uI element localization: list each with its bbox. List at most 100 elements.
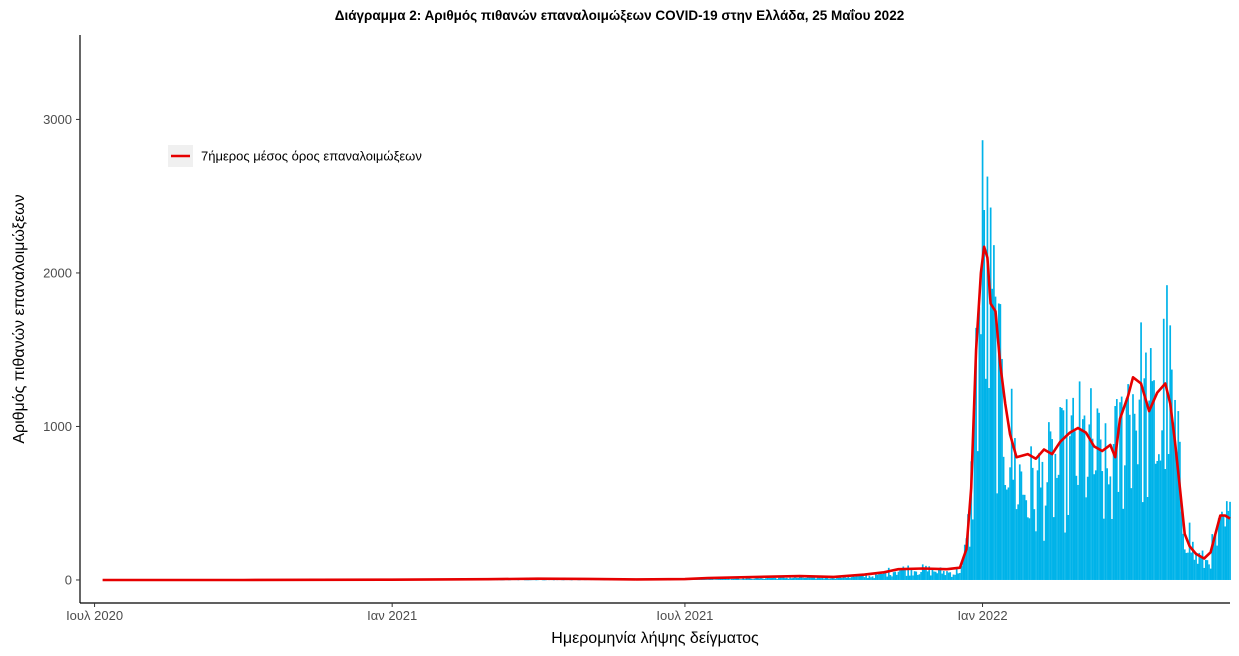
daily-bar: [902, 566, 905, 580]
daily-bar: [894, 571, 897, 580]
daily-bar: [1203, 567, 1206, 580]
daily-bar: [1169, 325, 1172, 580]
daily-bar: [1083, 415, 1086, 580]
daily-bar: [1027, 517, 1029, 580]
daily-bar: [1216, 545, 1218, 580]
daily-bar: [727, 578, 730, 580]
daily-bar: [756, 577, 759, 580]
daily-bar: [1154, 463, 1157, 580]
daily-bar: [1200, 557, 1202, 580]
daily-bar: [1209, 568, 1212, 580]
daily-bar: [1031, 467, 1034, 580]
daily-bar: [1182, 533, 1184, 580]
y-tick-label: 1000: [43, 419, 72, 434]
daily-bar: [755, 577, 757, 580]
daily-bar: [826, 578, 829, 580]
daily-bar: [740, 579, 743, 580]
daily-bar: [934, 571, 937, 580]
daily-bar: [1015, 509, 1018, 580]
daily-bar: [850, 577, 853, 580]
daily-bar: [1072, 397, 1074, 580]
daily-bar: [1225, 501, 1228, 580]
daily-bar: [1122, 508, 1125, 580]
daily-bar: [1159, 460, 1162, 580]
daily-bar: [836, 576, 838, 580]
daily-bar: [1161, 430, 1163, 580]
daily-bar: [991, 288, 994, 580]
daily-bar: [849, 577, 851, 580]
daily-bar: [815, 578, 817, 580]
daily-bar: [790, 578, 793, 580]
daily-bar: [1138, 399, 1141, 580]
daily-bar: [753, 578, 756, 580]
daily-bar: [889, 575, 892, 580]
axes-layer: 0 1000 2000 3000 Ιουλ 2020 Ιαν 2021 Ιουλ 2021 Ι…: [43, 35, 1230, 623]
daily-bar: [1012, 479, 1015, 580]
daily-bar: [841, 577, 843, 580]
daily-bar: [1177, 411, 1180, 580]
daily-bar: [967, 514, 969, 580]
daily-bar: [1090, 388, 1092, 580]
daily-bar: [860, 574, 863, 580]
daily-bar: [1036, 470, 1039, 580]
daily-bar: [1018, 464, 1021, 580]
daily-bar: [954, 574, 956, 580]
daily-bar: [887, 567, 890, 580]
daily-bar: [989, 207, 992, 580]
daily-bar: [1033, 509, 1036, 580]
daily-bar: [936, 573, 939, 580]
daily-bar: [1080, 431, 1083, 580]
daily-bar: [1166, 285, 1168, 580]
daily-bar: [729, 579, 732, 580]
daily-bar: [808, 577, 811, 580]
daily-bar: [1082, 419, 1084, 580]
daily-bar: [824, 576, 827, 580]
daily-bar: [821, 577, 824, 580]
daily-bar: [721, 578, 724, 580]
daily-bar: [1023, 494, 1026, 580]
daily-bar: [1088, 424, 1091, 580]
daily-bar: [1048, 422, 1050, 580]
daily-bar: [1010, 388, 1013, 580]
daily-bar: [800, 576, 803, 580]
daily-bar: [1107, 484, 1110, 580]
daily-bar: [1046, 482, 1049, 580]
daily-bar: [1025, 500, 1028, 580]
daily-bar: [543, 579, 546, 581]
daily-bar: [853, 576, 856, 580]
daily-bar: [865, 575, 867, 580]
daily-bar: [1146, 497, 1149, 580]
daily-bar: [921, 564, 924, 580]
daily-bar: [1051, 439, 1053, 580]
daily-bar: [1086, 476, 1089, 580]
x-tick-label: Ιαν 2021: [367, 608, 417, 623]
daily-bar: [731, 578, 733, 580]
daily-bar: [1069, 436, 1071, 580]
daily-bar: [1094, 470, 1097, 580]
daily-bar: [925, 565, 927, 580]
daily-bar: [863, 577, 866, 580]
daily-bar: [805, 577, 808, 580]
daily-bar: [1190, 552, 1193, 580]
daily-bar: [978, 307, 981, 580]
daily-bar: [879, 571, 882, 580]
daily-bar: [899, 570, 901, 580]
daily-bar: [781, 577, 783, 580]
daily-bar: [739, 579, 741, 580]
daily-bar: [776, 579, 779, 580]
daily-bar: [1115, 399, 1118, 580]
daily-bar: [980, 334, 982, 580]
daily-bar: [837, 577, 840, 580]
daily-bar: [972, 519, 974, 580]
daily-bar: [737, 578, 740, 580]
daily-bar: [959, 572, 961, 580]
daily-bar: [1179, 441, 1181, 580]
daily-bar: [881, 573, 884, 580]
daily-bar: [871, 576, 874, 580]
daily-bar: [1030, 446, 1032, 580]
daily-bar: [1143, 378, 1146, 580]
daily-bar: [1043, 540, 1045, 580]
daily-bar: [876, 574, 879, 580]
daily-bar: [803, 577, 806, 580]
daily-bar: [713, 579, 715, 580]
